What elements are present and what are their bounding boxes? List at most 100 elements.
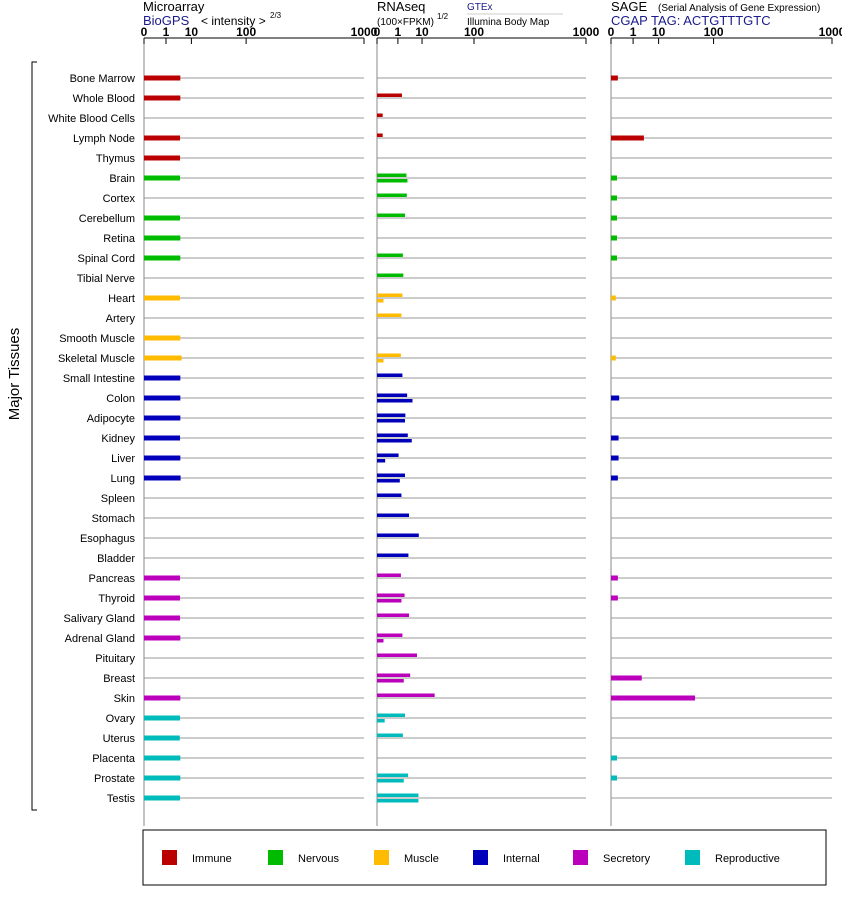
- tissue-label: Uterus: [103, 733, 136, 745]
- rnaseq-gtex-bar: [377, 413, 406, 417]
- rnaseq-bodymap-bar: [377, 719, 385, 723]
- microarray-tick-label: 10: [185, 25, 199, 39]
- sage-bar: [611, 75, 618, 81]
- sage-tick-label: 100: [704, 25, 724, 39]
- sage-bar: [611, 675, 642, 681]
- microarray-bar: [144, 695, 181, 701]
- tissue-label: Artery: [106, 313, 136, 325]
- rnaseq-gtex-bar: [377, 113, 383, 117]
- sage-bar: [611, 395, 620, 401]
- tissue-label: Spleen: [101, 493, 135, 505]
- rnaseq-bodymap-bar: [377, 799, 419, 803]
- rnaseq-gtex-bar: [377, 173, 407, 177]
- bars-layer: [144, 75, 696, 803]
- sage-bar: [611, 475, 618, 481]
- legend-label-internal: Internal: [503, 853, 540, 865]
- microarray-bar: [144, 415, 181, 421]
- microarray-bar: [144, 135, 181, 141]
- rnaseq-bodymap-bar: [377, 459, 386, 463]
- microarray-subtitle: BioGPS: [143, 13, 190, 28]
- tissue-label: Stomach: [92, 513, 135, 525]
- microarray-bar: [144, 295, 181, 301]
- rnaseq-scale-label: (100×FPKM): [377, 17, 434, 28]
- microarray-tick-label: 1000: [351, 25, 378, 39]
- microarray-scale-exponent: 2/3: [270, 11, 282, 20]
- rnaseq-gtex-bar: [377, 773, 409, 777]
- microarray-bar: [144, 775, 181, 781]
- rnaseq-bodymap-bar: [377, 479, 400, 483]
- rnaseq-gtex-bar: [377, 253, 403, 257]
- microarray-title: Microarray: [143, 0, 205, 14]
- tissue-label: Brain: [109, 173, 135, 185]
- rnaseq-source-gtex: GTEx: [467, 2, 493, 13]
- tissue-label: Pituitary: [95, 653, 135, 665]
- rnaseq-gtex-bar: [377, 693, 435, 697]
- rnaseq-gtex-bar: [377, 613, 410, 617]
- microarray-tick-label: 1: [163, 25, 170, 39]
- tissue-label: Bone Marrow: [70, 73, 135, 85]
- tissue-label: Esophagus: [80, 533, 136, 545]
- y-group-label: Major Tissues: [6, 328, 23, 421]
- rnaseq-gtex-bar: [377, 353, 401, 357]
- microarray-bar: [144, 95, 181, 101]
- rnaseq-tick-label: 0: [374, 25, 381, 39]
- rnaseq-tick-label: 100: [464, 25, 484, 39]
- tissue-label: Liver: [111, 453, 135, 465]
- tissue-label: Pancreas: [89, 573, 136, 585]
- tissue-label: Skin: [114, 693, 135, 705]
- microarray-scale-label: < intensity >: [201, 14, 266, 28]
- rnaseq-bodymap-bar: [377, 179, 408, 183]
- rnaseq-bodymap-bar: [377, 779, 404, 783]
- rnaseq-tick-label: 1000: [573, 25, 600, 39]
- sage-bar: [611, 755, 617, 761]
- tissue-label: Spinal Cord: [78, 253, 135, 265]
- group-bracket: [31, 61, 37, 811]
- tissue-label: Placenta: [92, 753, 136, 765]
- microarray-bar: [144, 795, 181, 801]
- tissue-label: Heart: [108, 293, 135, 305]
- microarray-bar: [144, 735, 180, 741]
- rnaseq-gtex-bar: [377, 293, 403, 297]
- legend-swatch-secretory: [573, 850, 588, 865]
- rnaseq-gtex-bar: [377, 633, 403, 637]
- rnaseq-gtex-bar: [377, 673, 411, 677]
- tissue-label: White Blood Cells: [48, 113, 135, 125]
- sage-bar: [611, 195, 617, 201]
- sage-bar: [611, 215, 617, 221]
- microarray-bar: [144, 635, 181, 641]
- rnaseq-tick-label: 10: [415, 25, 429, 39]
- microarray-bar: [144, 755, 181, 761]
- legend-swatch-internal: [473, 850, 488, 865]
- microarray-bar: [144, 475, 181, 481]
- sage-bar: [611, 575, 618, 581]
- rnaseq-gtex-bar: [377, 553, 409, 557]
- microarray-bar: [144, 255, 181, 261]
- microarray-bar: [144, 335, 181, 341]
- rnaseq-bodymap-bar: [377, 639, 384, 643]
- microarray-bar: [144, 615, 181, 621]
- tissue-label: Cortex: [103, 193, 136, 205]
- rnaseq-gtex-bar: [377, 733, 403, 737]
- microarray-bar: [144, 75, 181, 81]
- rnaseq-gtex-bar: [377, 533, 419, 537]
- legend-label-muscle: Muscle: [404, 853, 439, 865]
- tissue-label: Salivary Gland: [63, 613, 135, 625]
- rnaseq-gtex-bar: [377, 433, 408, 437]
- rnaseq-bodymap-bar: [377, 359, 384, 363]
- tissue-rows: Bone Marrow Whole Blood White Blood Cells L…: [48, 73, 832, 805]
- microarray-bar: [144, 595, 181, 601]
- sage-title: SAGE: [611, 0, 647, 14]
- sage-bar: [611, 775, 617, 781]
- sage-bar: [611, 595, 618, 601]
- tissue-label: Lymph Node: [73, 133, 135, 145]
- sage-bar: [611, 175, 617, 181]
- legend: Immune Nervous Muscle Internal Secretory Repr…: [162, 850, 780, 865]
- microarray-bar: [144, 175, 181, 181]
- rnaseq-scale-exponent: 1/2: [437, 12, 449, 21]
- rnaseq-gtex-bar: [377, 573, 401, 577]
- tissue-label: Thymus: [96, 153, 136, 165]
- tissue-label: Bladder: [97, 553, 135, 565]
- rnaseq-bodymap-bar: [377, 299, 384, 303]
- sage-tick-label: 10: [652, 25, 666, 39]
